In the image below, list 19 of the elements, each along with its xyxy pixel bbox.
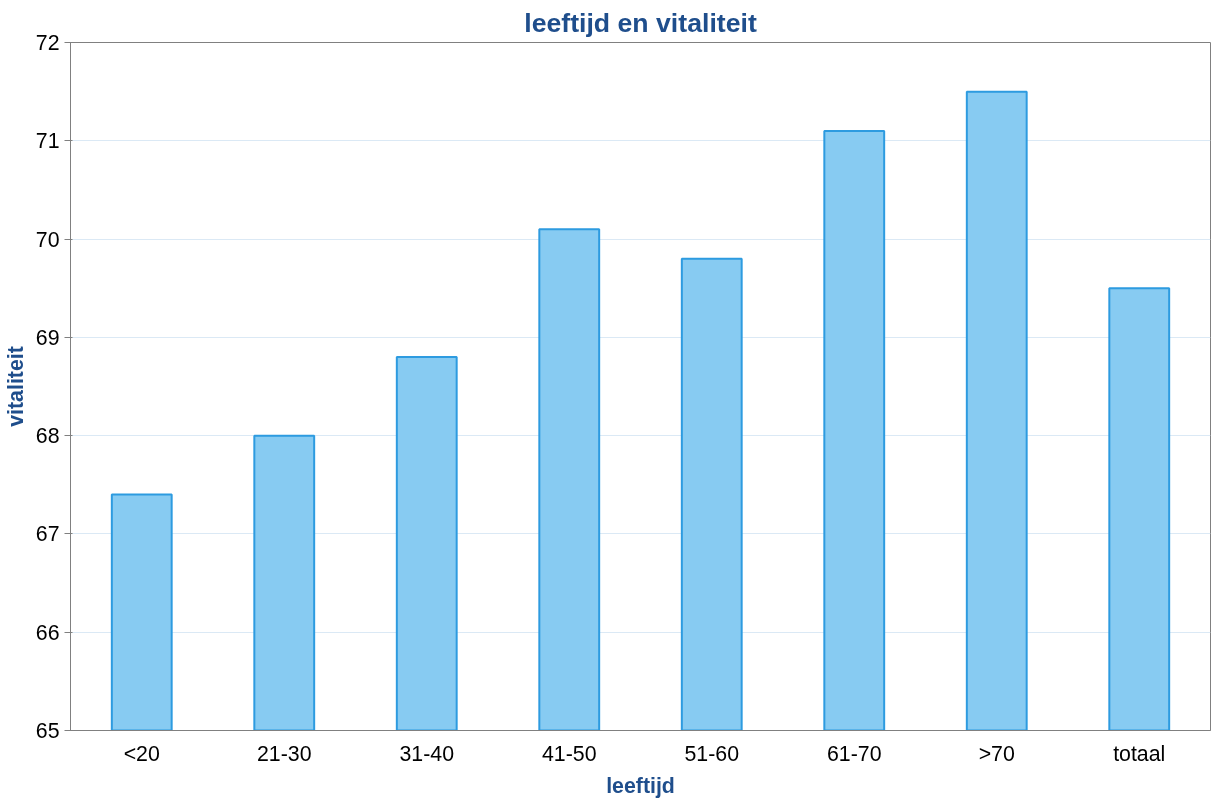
y-axis-title: vitaliteit [3, 346, 28, 427]
y-tick-label: 71 [35, 129, 60, 154]
x-tick-label: 21-30 [256, 741, 312, 766]
y-tick-label: 69 [35, 325, 60, 350]
x-tick-label: >70 [978, 741, 1015, 766]
x-tick-label: totaal [1113, 741, 1166, 766]
y-tick-label: 65 [35, 719, 60, 743]
y-tick-label: 70 [35, 227, 60, 252]
x-tick-label: 51-60 [684, 741, 740, 766]
x-tick-label: 61-70 [826, 741, 882, 766]
x-axis-title: leeftijd [606, 773, 675, 798]
x-tick-label: 31-40 [399, 741, 455, 766]
y-tick-label: 66 [35, 620, 60, 645]
y-tick-label: 68 [35, 424, 60, 449]
x-tick-label: <20 [123, 741, 160, 766]
y-tick-label: 67 [35, 522, 60, 547]
x-tick-label: 41-50 [541, 741, 597, 766]
y-tick-label: 72 [35, 31, 60, 55]
chart-title: leeftijd en vitaliteit [524, 7, 757, 38]
